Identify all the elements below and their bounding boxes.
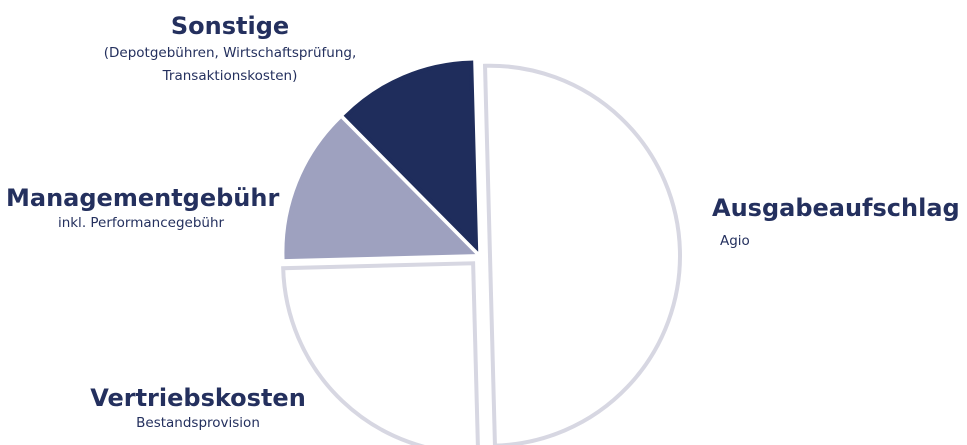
label-management: Managementgebühr inkl. Performancegebühr [6, 184, 280, 235]
slice-sonstige [343, 60, 479, 252]
label-title: Vertriebskosten [90, 384, 306, 412]
label-vertriebskosten: Vertriebskosten Bestandsprovision [78, 384, 318, 435]
label-sub: (Depotgebühren, Wirtschaftsprüfung, [103, 45, 357, 61]
label-sub: Agio [720, 233, 750, 249]
label-title: Ausgabeaufschlag [712, 194, 960, 222]
slice-managementgebuehr [284, 118, 476, 260]
label-sub: Bestandsprovision [136, 415, 260, 431]
slice-ausgabeaufschlag [482, 63, 682, 445]
label-title: Managementgebühr [6, 184, 280, 212]
label-title: Sonstige [170, 12, 290, 40]
label-sub: inkl. Performancegebühr [57, 215, 225, 231]
label-sonstige: Sonstige (Depotgebühren, Wirtschaftsprüf… [60, 12, 400, 88]
label-ausgabeaufschlag: Ausgabeaufschlag Agio [712, 194, 960, 253]
label-sub: Transaktionskosten) [162, 68, 298, 84]
slice-vertriebskosten [281, 261, 480, 445]
